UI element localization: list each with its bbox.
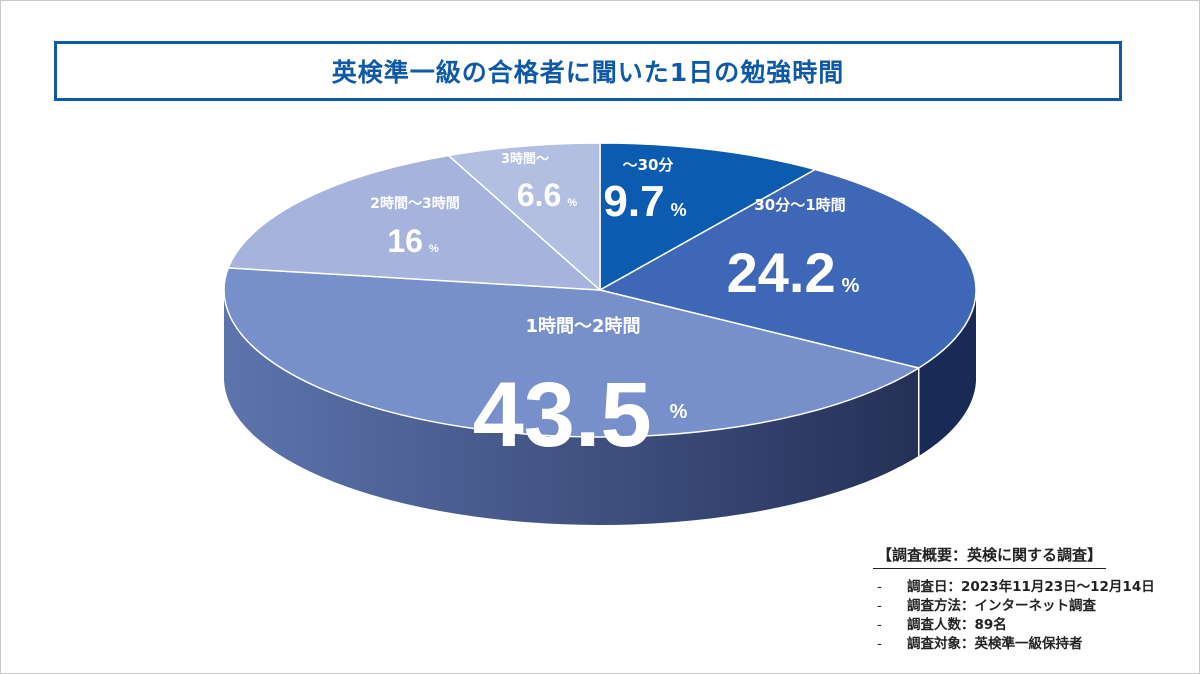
pie-side-wall: [224, 290, 976, 525]
survey-note-item: - 調査日：2023年11月23日～12月14日: [877, 579, 1155, 595]
slice-value-3: 43.5%: [473, 364, 688, 466]
slice-label-3: 1時間～2時間: [525, 316, 640, 337]
slice-value-5: 6.6%: [517, 177, 577, 213]
slice-value-1: 9.7%: [603, 177, 686, 226]
chart-title-box: 英検準一級の合格者に聞いた1日の勉強時間: [54, 41, 1122, 101]
pie-slice-1: [599, 142, 816, 291]
pie-slice-3: [223, 267, 920, 438]
slice-label-5: 3時間～: [501, 151, 549, 167]
slice-label-1: ～30分: [623, 156, 674, 174]
pie-slice-4: [227, 154, 601, 291]
survey-note-item: - 調査対象：英検準一級保持者: [877, 636, 1083, 652]
slice-value-4: 16%: [387, 223, 439, 259]
pie-side-wall-slice-2: [918, 290, 976, 456]
survey-note-item: - 調査方法：インターネット調査: [877, 598, 1096, 614]
slice-label-2: 30分～1時間: [754, 196, 845, 214]
chart-title: 英検準一級の合格者に聞いた1日の勉強時間: [331, 58, 845, 87]
pie-slice-5: [447, 142, 601, 291]
slice-value-2: 24.2%: [727, 241, 860, 304]
survey-note-item: - 調査人数：89名: [877, 617, 1007, 633]
survey-note-heading: 【調査概要：英検に関する調査】: [873, 544, 1107, 569]
survey-note-list: - 調査日：2023年11月23日～12月14日 - 調査方法：インターネット調査 …: [873, 578, 1198, 654]
slice-label-4: 2時間～3時間: [370, 195, 459, 212]
pie-slice-2: [599, 168, 977, 369]
survey-note: 【調査概要：英検に関する調査】 - 調査日：2023年11月23日～12月14日 …: [873, 544, 1198, 654]
